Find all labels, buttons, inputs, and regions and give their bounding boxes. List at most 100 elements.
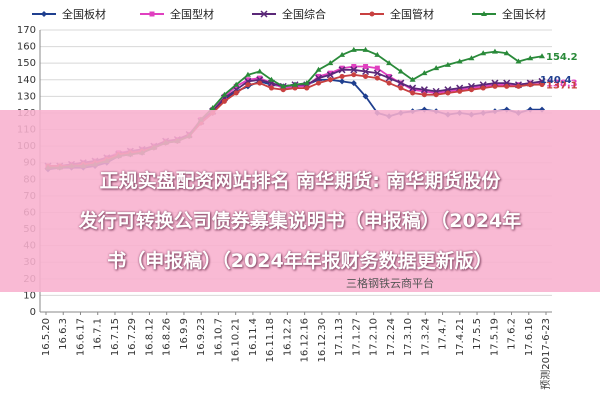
overlay-text-line-2: 发行可转换公司债券募集说明书（申报稿）（2024年 [78,210,522,232]
data-point [257,75,263,81]
data-point [539,82,545,88]
y-tick-label: 140 [17,75,36,86]
data-point [316,80,322,86]
overlay-text-line-3: 书（申报稿）（2024年年报财务数据更新版） [107,250,493,272]
data-point [292,85,298,91]
data-point [339,65,345,71]
data-point [421,70,428,76]
data-point [445,90,451,96]
legend-item: 全国板材 [32,7,106,21]
data-point [397,68,404,74]
data-point [268,76,275,82]
data-point [385,74,393,82]
data-point [303,80,310,86]
data-point [327,70,333,76]
legend-item: 全国型材 [140,7,214,21]
y-tick-label: 150 [17,58,36,69]
data-point [327,77,333,83]
data-point [363,63,369,69]
data-point [456,58,463,64]
data-point [433,92,439,98]
data-point [374,65,380,71]
data-point [397,79,405,87]
data-point [292,81,298,87]
x-tick-label: 16.6.3 [58,318,69,350]
legend-label: 全国综合 [282,7,326,21]
y-tick-label: 10 [23,290,36,301]
x-tick-label: 17.2.24 [386,318,397,356]
data-point [409,76,416,82]
data-point [245,77,251,83]
data-point [221,98,227,104]
x-tick-label: 16.10.21 [231,318,242,363]
data-point [339,51,346,57]
series-end-label: 154.2 [546,52,578,63]
data-point [314,74,323,82]
data-point [374,75,380,81]
x-tick-label: 16.12.16 [300,318,311,363]
data-point [457,88,463,94]
x-tick-label: 17.3.24 [420,318,431,356]
legend-item: 全国综合 [252,7,326,21]
data-point [492,83,498,89]
data-point [339,78,346,85]
x-tick-label: 17.6.2 [507,318,518,350]
legend-swatch-marker [41,11,47,17]
data-point [410,87,416,93]
legend-swatch-marker [149,11,155,17]
legend-label: 全国型材 [170,7,214,21]
data-point [338,66,346,74]
x-tick-label: 16.7.1 [93,318,104,350]
data-point [221,91,228,97]
x-tick-label: 17.4.21 [455,318,466,356]
data-point [480,85,486,91]
x-tick-label: 17.1.13 [334,318,345,356]
data-point [362,67,370,76]
x-tick-label: 16.11.18 [265,318,276,363]
data-point [373,69,381,77]
data-point [233,90,239,96]
series-end-label: 138.3 [546,79,578,90]
data-point [527,82,533,88]
x-tick-label: 16.12.2 [282,318,293,356]
legend-swatch-marker [260,10,268,18]
x-tick-label: 预测2017-6-23 [539,318,552,390]
legend-swatch-marker [481,11,487,16]
x-tick-label: 16.11.4 [248,318,259,356]
data-point [468,87,474,93]
data-point [410,90,416,96]
data-point [339,73,345,79]
x-tick-label: 16.7.29 [127,318,138,356]
data-point [398,85,404,91]
data-point [386,73,392,79]
data-point [386,80,392,86]
data-point [409,84,417,92]
data-point [245,82,251,88]
data-point [327,60,334,66]
legend-swatch-marker [369,11,375,17]
data-point [362,46,369,52]
data-point [468,55,475,61]
x-tick-label: 17.2.10 [369,318,380,356]
data-point [257,80,263,86]
data-point [421,88,427,94]
data-point [515,58,522,64]
legend-label: 全国管材 [390,7,434,21]
data-point [503,50,510,56]
x-tick-label: 16.8.12 [144,318,155,356]
data-point [539,53,545,59]
data-point [362,93,369,100]
y-tick-label: 160 [17,42,36,53]
x-tick-label: 16.7.15 [110,318,121,356]
data-point [316,73,322,79]
data-point [374,51,381,57]
x-tick-label: 17.5.19 [489,318,500,356]
data-point [233,81,240,87]
x-tick-label: 17.5.5 [472,318,483,350]
y-tick-label: 130 [17,91,36,102]
data-point [280,87,286,93]
data-point [504,83,510,89]
data-point [420,86,428,94]
data-point [326,71,334,79]
